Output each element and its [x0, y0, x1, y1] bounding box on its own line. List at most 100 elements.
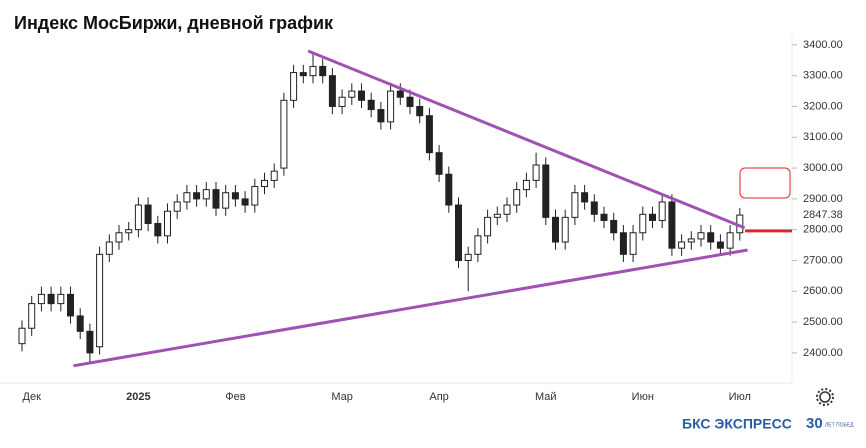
candle-body	[493, 213, 501, 218]
candle-body	[581, 192, 589, 203]
candle-body	[212, 189, 220, 209]
candle-body	[241, 198, 249, 206]
y-tick-label: 3400.00	[803, 39, 843, 51]
candle-body	[28, 303, 36, 329]
y-tick-label: 3200.00	[803, 100, 843, 112]
x-tick-label: Мар	[331, 391, 353, 403]
candle-body	[154, 223, 162, 237]
candle-body	[96, 253, 104, 348]
candle-body	[726, 232, 734, 249]
y-tick-label: 2800.00	[803, 224, 843, 236]
candle-body	[658, 201, 666, 221]
candle-body	[649, 213, 656, 221]
candle-body	[687, 238, 695, 243]
y-tick-label: 3000.00	[803, 162, 843, 174]
candle-body	[173, 201, 181, 212]
y-tick-label: 2700.00	[803, 254, 843, 266]
candle-body	[134, 204, 142, 231]
candle-body	[231, 192, 239, 200]
candle-body	[425, 115, 433, 154]
candle-body	[435, 152, 443, 175]
candle-body	[503, 204, 511, 215]
candle-body	[600, 213, 608, 221]
y-tick-label: 3100.00	[803, 131, 843, 143]
candle-body	[202, 189, 210, 200]
candle-body	[396, 90, 404, 98]
candle-body	[280, 99, 288, 169]
annotation-box	[739, 167, 791, 199]
candle-body	[47, 293, 55, 305]
x-tick-label: Фев	[225, 391, 245, 403]
candle-body	[358, 90, 365, 101]
candle-body	[387, 90, 395, 123]
candle-body	[522, 179, 530, 191]
y-tick-label: 2900.00	[803, 193, 843, 205]
candle-body	[319, 65, 327, 77]
candle-body	[37, 293, 45, 305]
x-tick-label: Дек	[23, 391, 42, 403]
candle-body	[445, 173, 453, 206]
logo: 30	[806, 415, 823, 432]
y-tick-label: 2600.00	[803, 285, 843, 297]
y-tick-label: 3300.00	[803, 70, 843, 82]
x-tick-label: Май	[535, 391, 557, 403]
candle-body	[416, 105, 424, 117]
candle-body	[328, 75, 336, 107]
candle-body	[105, 241, 113, 255]
x-tick-label: 2025	[126, 391, 150, 403]
candle-body	[668, 201, 676, 249]
chart-title: Индекс МосБиржи, дневной график	[14, 13, 334, 33]
y-tick-label: 2400.00	[803, 347, 843, 359]
candle-body	[125, 229, 133, 234]
candle-body	[532, 164, 540, 181]
candle-body	[251, 186, 259, 206]
candle-body	[716, 241, 724, 249]
candle-body	[183, 192, 191, 203]
candle-body	[552, 216, 559, 243]
trendline	[73, 248, 748, 368]
candle-body	[678, 241, 686, 249]
candle-body	[338, 96, 346, 107]
x-tick-label: Апр	[429, 391, 448, 403]
candle-body	[309, 65, 317, 77]
candle-body	[629, 232, 637, 255]
candle-body	[299, 72, 307, 77]
x-tick-label: Июл	[729, 391, 751, 403]
candle-body	[18, 327, 26, 345]
candle-body	[348, 90, 356, 98]
candle-body	[561, 216, 569, 243]
candle-body	[610, 219, 618, 234]
logo-sub: ЛЕТ ПОБЕД	[825, 422, 854, 428]
candle-body	[115, 232, 123, 243]
candle-body	[290, 72, 298, 101]
candle-body	[144, 204, 152, 225]
x-tick-label: Июн	[632, 391, 654, 403]
candle-body	[193, 192, 201, 200]
candle-body	[571, 192, 579, 218]
candle-body	[639, 213, 647, 234]
candle-body	[513, 189, 521, 206]
brand: БКС ЭКСПРЕСС	[682, 416, 792, 432]
candle-body	[270, 170, 278, 181]
candle-body	[697, 232, 705, 240]
candle-body	[464, 253, 472, 261]
candle-body	[57, 293, 65, 305]
candle-body	[164, 210, 171, 237]
candle-body	[474, 235, 482, 255]
candle-body	[67, 293, 74, 317]
candle-body	[367, 99, 375, 111]
candle-body	[76, 315, 84, 332]
candle-body	[86, 330, 94, 354]
candle-body	[406, 96, 414, 107]
candle-body	[455, 204, 462, 261]
candle-body	[542, 164, 550, 218]
candle-body	[707, 232, 715, 243]
trendline	[307, 49, 746, 230]
candle-body	[484, 216, 492, 237]
settings-icon[interactable]	[816, 388, 834, 406]
candle-body	[222, 192, 230, 209]
candle-body	[377, 109, 385, 123]
last-price-label: 2847.38	[803, 209, 843, 221]
candle-body	[590, 201, 598, 215]
